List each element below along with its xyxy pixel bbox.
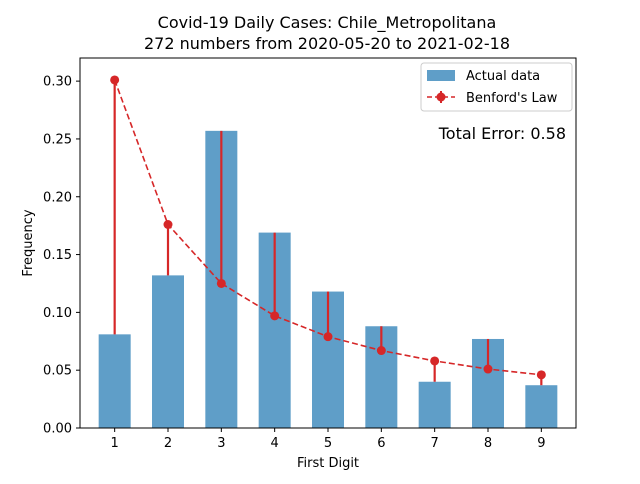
legend-benford-label: Benford's Law: [466, 91, 558, 106]
x-tick-label: 4: [271, 436, 279, 451]
x-tick-label: 1: [111, 436, 119, 451]
x-tick-label: 7: [431, 436, 439, 451]
actual-data-bars: [98, 130, 558, 428]
bar-digit-9: [525, 385, 558, 428]
x-tick-label: 6: [377, 436, 385, 451]
benford-point-digit-3: [216, 278, 226, 288]
benford-point-digit-5: [323, 332, 333, 342]
bar-digit-7: [418, 381, 451, 428]
y-tick-label: 0.15: [43, 248, 72, 263]
y-tick-label: 0.00: [43, 422, 72, 437]
y-axis-label: Frequency: [21, 209, 36, 276]
benford-point-digit-9: [536, 370, 546, 380]
benford-point-digit-2: [163, 220, 173, 229]
x-tick-label: 9: [537, 436, 545, 451]
benford-point-digit-1: [110, 75, 120, 85]
x-axis-ticks: 1 2 3 4 5 6 7 8 9: [111, 428, 545, 451]
y-tick-label: 0.20: [43, 190, 72, 205]
y-axis-ticks: 0.00 0.05 0.10 0.15 0.20 0.25 0.30: [43, 75, 80, 437]
chart-title-line-1: Covid-19 Daily Cases: Chile_Metropolitan…: [158, 13, 497, 33]
total-error-annotation: Total Error: 0.58: [438, 124, 566, 143]
x-tick-label: 5: [324, 436, 332, 451]
x-tick-label: 8: [484, 436, 492, 451]
x-tick-label: 3: [217, 436, 225, 451]
benford-point-digit-6: [376, 346, 386, 356]
y-tick-label: 0.25: [43, 132, 72, 147]
bar-digit-1: [98, 334, 131, 428]
x-axis-label: First Digit: [297, 456, 359, 471]
benford-point-digit-7: [430, 356, 440, 366]
y-tick-label: 0.05: [43, 364, 72, 379]
y-tick-label: 0.10: [43, 306, 72, 321]
chart-title-line-2: 272 numbers from 2020-05-20 to 2021-02-1…: [144, 34, 510, 53]
legend: Actual data Benford's Law: [420, 62, 573, 112]
bar-digit-2: [152, 275, 184, 428]
legend-actual-swatch: [427, 70, 455, 81]
benford-point-digit-4: [270, 311, 280, 321]
legend-benford-marker: [436, 92, 446, 102]
benford-law-points: [110, 75, 546, 380]
legend-box: [420, 62, 573, 112]
legend-actual-label: Actual data: [466, 69, 540, 84]
y-tick-label: 0.30: [43, 75, 72, 90]
x-tick-label: 2: [164, 436, 172, 451]
benford-point-digit-8: [483, 364, 493, 374]
